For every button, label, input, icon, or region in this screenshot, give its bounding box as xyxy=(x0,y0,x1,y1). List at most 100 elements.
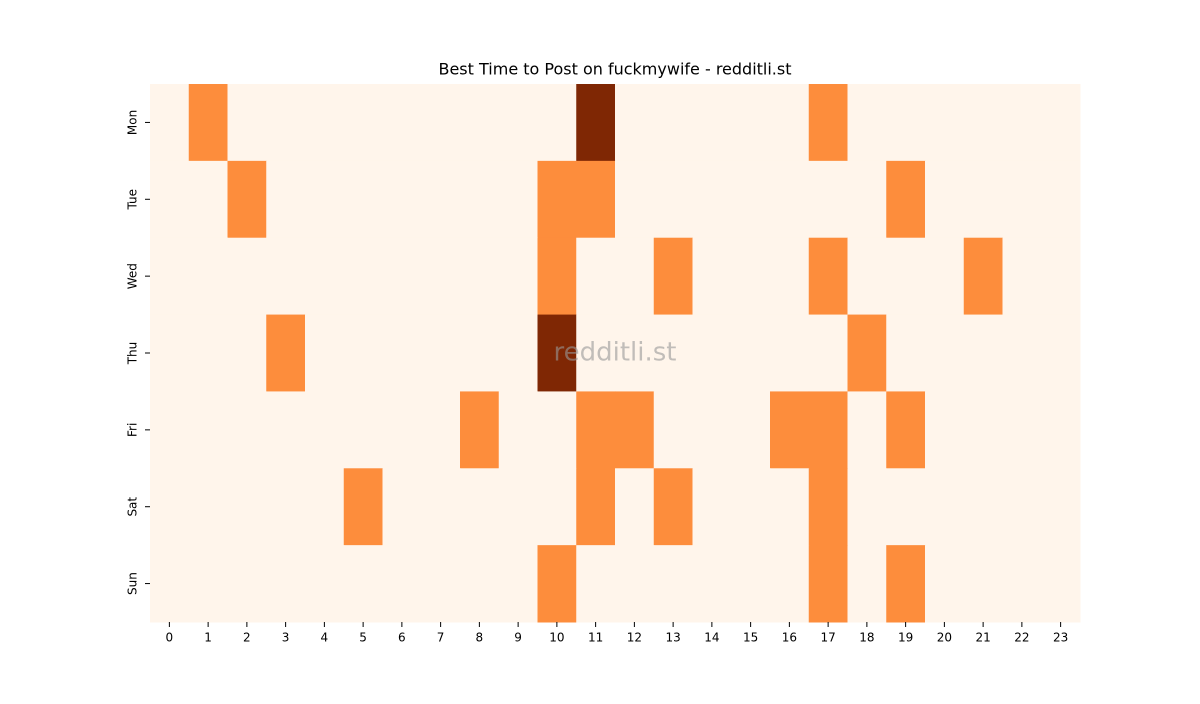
x-tick-label: 10 xyxy=(549,631,564,645)
heatmap-cell xyxy=(692,237,732,316)
heatmap-cell xyxy=(266,84,306,162)
x-tick-label: 11 xyxy=(588,631,603,645)
heatmap-cell xyxy=(537,237,577,316)
heatmap-cell xyxy=(188,160,228,239)
heatmap-cell xyxy=(731,468,771,546)
heatmap-cell xyxy=(731,314,771,392)
heatmap-cell xyxy=(886,84,926,162)
heatmap-cell xyxy=(847,314,887,392)
heatmap-cell xyxy=(537,314,577,392)
heatmap-cell xyxy=(963,545,1003,623)
heatmap-cell xyxy=(653,391,693,469)
heatmap-cell xyxy=(498,84,538,162)
heatmap-cell xyxy=(150,314,190,392)
heatmap-cell xyxy=(382,160,422,239)
heatmap-cell xyxy=(343,391,383,469)
heatmap-cell xyxy=(227,545,267,623)
heatmap-cell xyxy=(847,160,887,239)
heatmap-cell xyxy=(305,314,345,392)
heatmap-cell xyxy=(498,468,538,546)
heatmap-cell xyxy=(963,237,1003,316)
heatmap-cell xyxy=(150,160,190,239)
heatmap-cell xyxy=(537,84,577,162)
heatmap-cell xyxy=(150,84,190,162)
heatmap-cell xyxy=(460,84,500,162)
heatmap-cell xyxy=(382,391,422,469)
heatmap-cell xyxy=(305,160,345,239)
heatmap-cell xyxy=(382,545,422,623)
heatmap-cell xyxy=(1002,545,1042,623)
heatmap-cell xyxy=(421,84,461,162)
y-tick-label: Wed xyxy=(126,263,140,289)
x-tick-label: 22 xyxy=(1014,631,1029,645)
heatmap-cell xyxy=(731,545,771,623)
heatmap-cell xyxy=(692,468,732,546)
heatmap-cell xyxy=(227,84,267,162)
heatmap-cell xyxy=(963,468,1003,546)
heatmap-cell xyxy=(266,314,306,392)
heatmap-cell xyxy=(537,545,577,623)
heatmap-cell xyxy=(886,237,926,316)
x-tick-label: 14 xyxy=(704,631,719,645)
heatmap-cell xyxy=(266,391,306,469)
heatmap-cell xyxy=(770,468,810,546)
heatmap-cell xyxy=(576,391,616,469)
heatmap-cell xyxy=(576,237,616,316)
heatmap-cell xyxy=(266,160,306,239)
heatmap-cell xyxy=(382,314,422,392)
heatmap-cell xyxy=(963,84,1003,162)
heatmap-cell xyxy=(615,391,655,469)
heatmap-cell xyxy=(808,391,848,469)
heatmap-cell xyxy=(963,391,1003,469)
heatmap-cell xyxy=(343,545,383,623)
heatmap-cell xyxy=(188,391,228,469)
heatmap-cell xyxy=(1002,468,1042,546)
heatmap-cell xyxy=(537,160,577,239)
heatmap-cell xyxy=(692,314,732,392)
y-tick-label: Tue xyxy=(126,189,140,211)
heatmap-cell xyxy=(1002,314,1042,392)
heatmap-cell xyxy=(343,84,383,162)
heatmap-cell xyxy=(460,314,500,392)
x-tick-label: 16 xyxy=(782,631,797,645)
heatmap-cell xyxy=(886,160,926,239)
x-tick-label: 3 xyxy=(282,631,290,645)
heatmap-cell xyxy=(382,468,422,546)
heatmap-cell xyxy=(731,84,771,162)
heatmap-cell xyxy=(188,237,228,316)
x-tick-label: 21 xyxy=(975,631,990,645)
heatmap-cell xyxy=(808,545,848,623)
heatmap-cell xyxy=(150,545,190,623)
x-tick-label: 2 xyxy=(243,631,251,645)
heatmap-cell xyxy=(692,84,732,162)
heatmap-cell xyxy=(808,84,848,162)
heatmap-cell xyxy=(1041,545,1081,623)
heatmap-cell xyxy=(653,84,693,162)
y-tick-label: Sun xyxy=(126,572,140,595)
x-tick-label: 1 xyxy=(204,631,212,645)
x-tick-label: 19 xyxy=(898,631,913,645)
heatmap-cell xyxy=(692,545,732,623)
heatmap-cell xyxy=(886,468,926,546)
heatmap-cell xyxy=(576,468,616,546)
x-tick-label: 20 xyxy=(937,631,952,645)
heatmap-cell xyxy=(731,160,771,239)
heatmap-cell xyxy=(188,84,228,162)
heatmap-cell xyxy=(343,237,383,316)
heatmap-cell xyxy=(808,160,848,239)
heatmap-cell xyxy=(770,160,810,239)
heatmap-cell xyxy=(847,545,887,623)
heatmap-cell xyxy=(653,160,693,239)
heatmap-cell xyxy=(305,237,345,316)
heatmap-cell xyxy=(343,160,383,239)
heatmap-cell xyxy=(421,237,461,316)
x-tick-label: 9 xyxy=(514,631,522,645)
heatmap-cell xyxy=(615,84,655,162)
heatmap-cell xyxy=(925,468,965,546)
heatmap-cell xyxy=(537,391,577,469)
heatmap-cell xyxy=(1041,468,1081,546)
heatmap-cell xyxy=(808,314,848,392)
x-tick-label: 15 xyxy=(743,631,758,645)
heatmap-cell xyxy=(1041,314,1081,392)
